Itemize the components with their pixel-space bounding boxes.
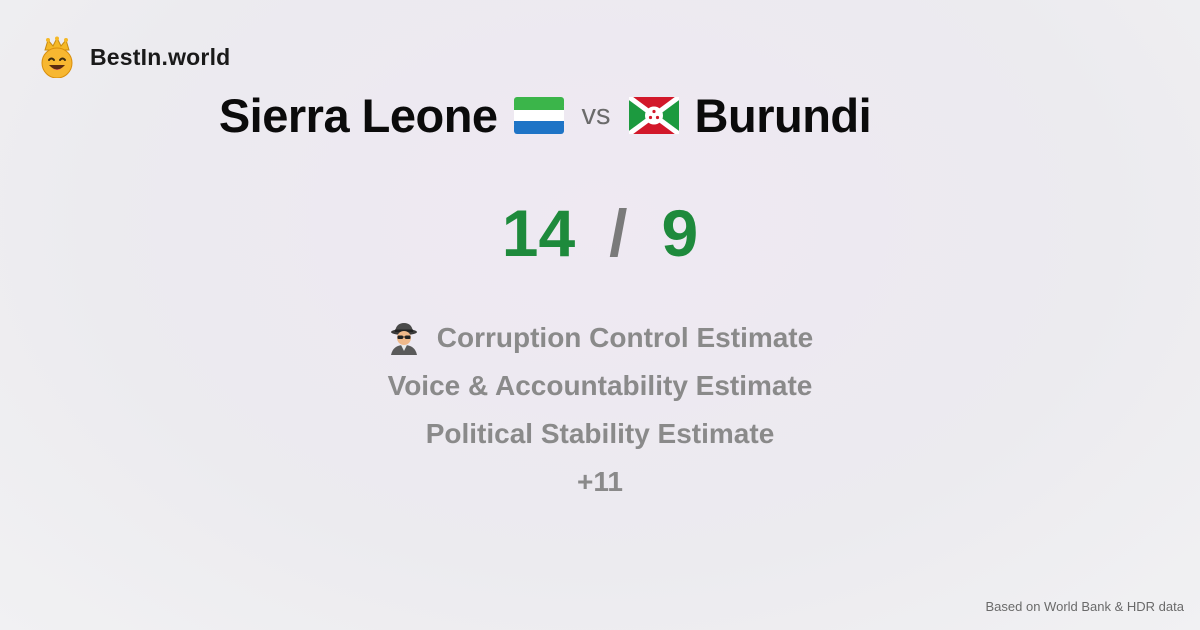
metric-item: Voice & Accountability Estimate bbox=[388, 362, 813, 410]
brand[interactable]: BestIn.world bbox=[38, 36, 230, 78]
metric-item: Political Stability Estimate bbox=[426, 410, 775, 458]
metric-label: Corruption Control Estimate bbox=[436, 322, 814, 353]
score: 14 / 9 bbox=[0, 195, 1200, 271]
more-metrics-count: +11 bbox=[577, 466, 623, 497]
score-a: 14 bbox=[501, 196, 576, 270]
vs-label: vs bbox=[581, 99, 611, 131]
metrics-list: Corruption Control Estimate Voice & Acco… bbox=[0, 314, 1200, 506]
burundi-flag-icon bbox=[628, 97, 679, 134]
crown-smiley-icon bbox=[41, 36, 73, 78]
detective-icon bbox=[390, 323, 417, 355]
brand-name: BestIn.world bbox=[90, 43, 231, 70]
sierra-leone-flag-icon bbox=[513, 97, 564, 134]
country-a-name[interactable]: Sierra Leone bbox=[218, 89, 498, 142]
data-source-note: Based on World Bank & HDR data bbox=[985, 599, 1184, 614]
score-b: 9 bbox=[661, 196, 699, 270]
country-b-name[interactable]: Burundi bbox=[694, 89, 872, 142]
metric-label: Voice & Accountability Estimate bbox=[387, 370, 813, 401]
comparison-title: Sierra Leone vs Burundi bbox=[0, 88, 1090, 143]
metric-label: Political Stability Estimate bbox=[425, 418, 775, 449]
score-separator: / bbox=[609, 196, 628, 270]
metric-item: Corruption Control Estimate bbox=[387, 314, 813, 362]
